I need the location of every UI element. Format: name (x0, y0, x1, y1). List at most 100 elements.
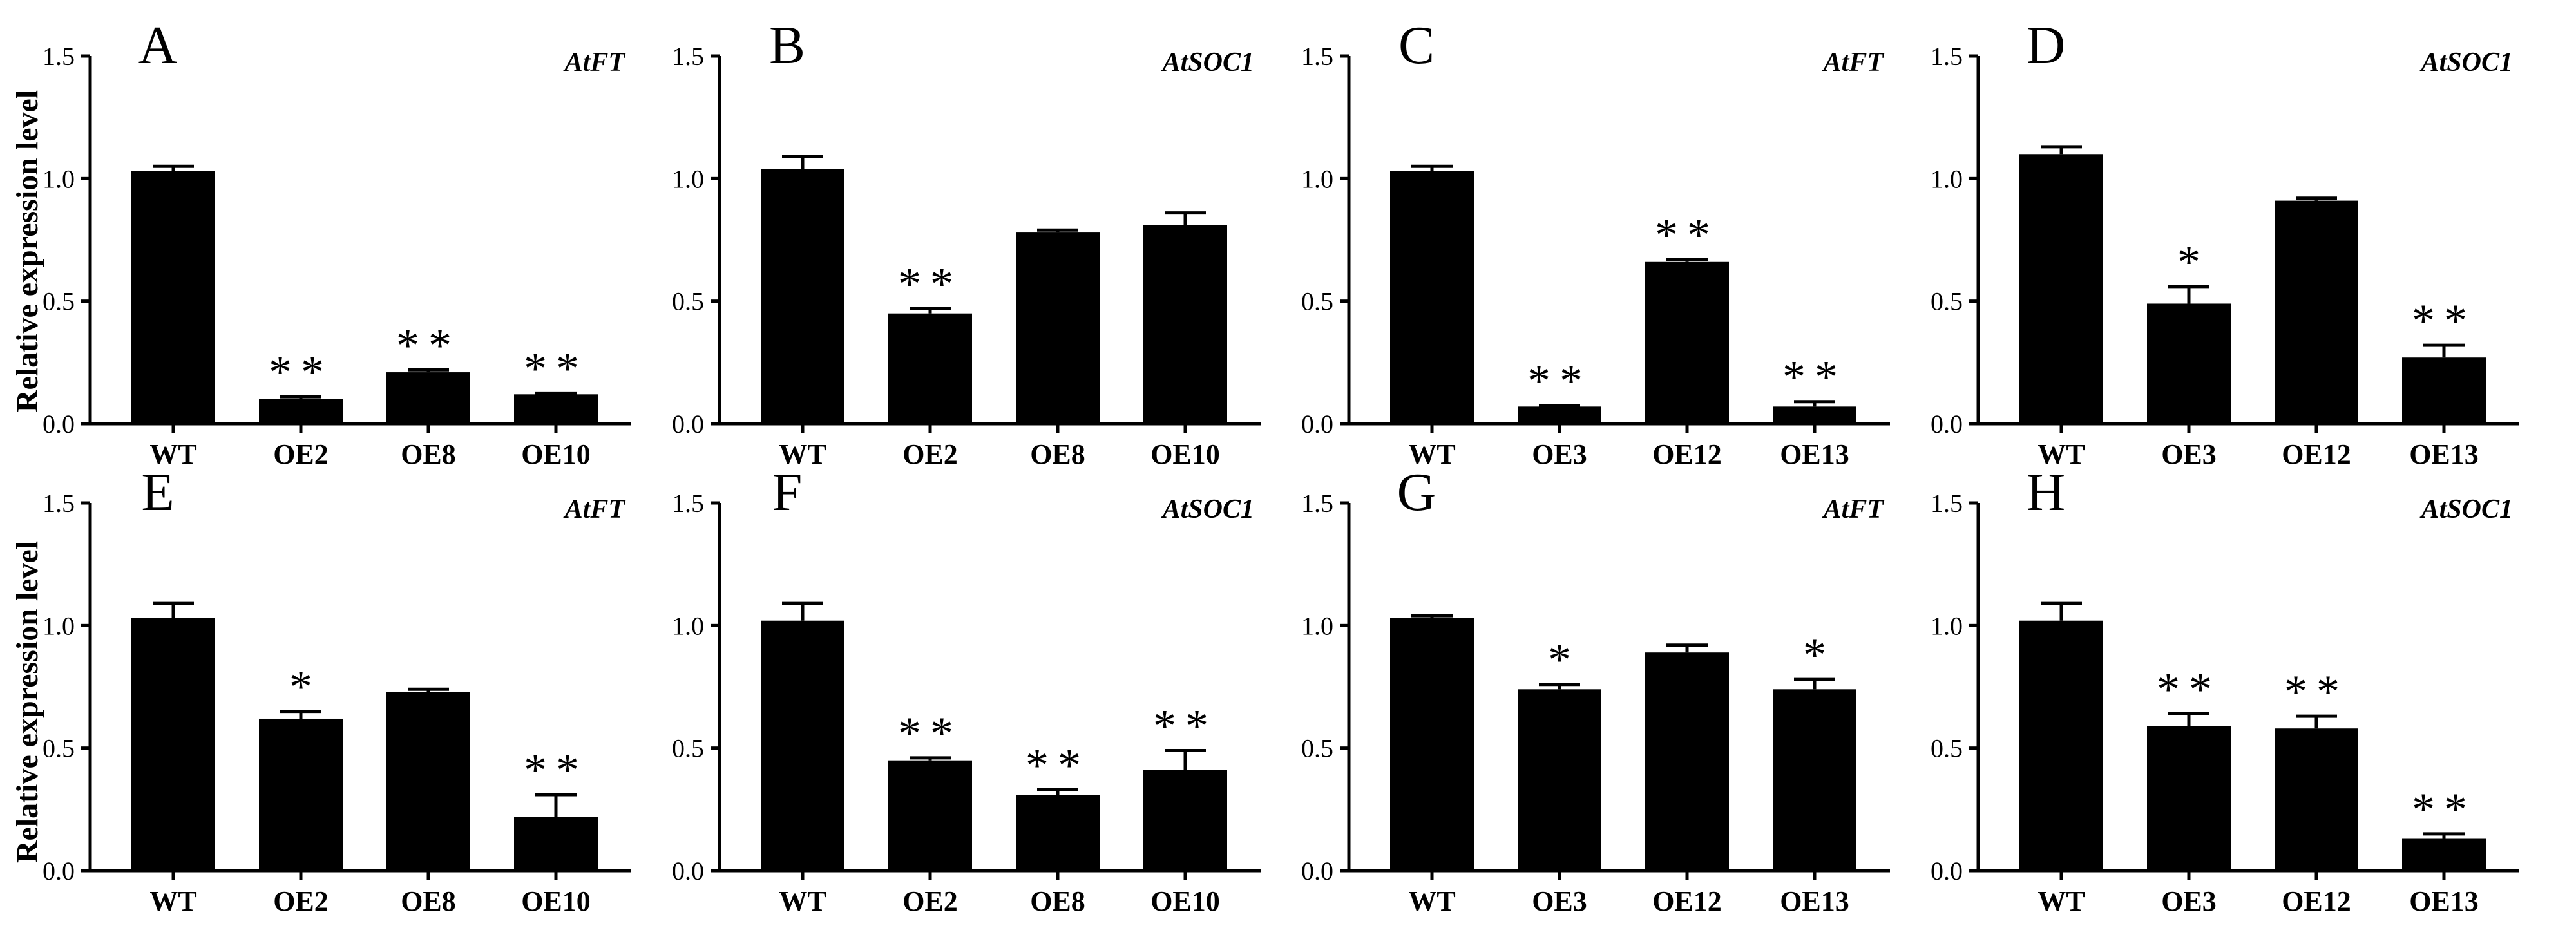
significance-mark: * (289, 661, 312, 713)
category-label: OE2 (902, 439, 958, 470)
y-tick-label: 1.5 (43, 489, 75, 518)
category-label: WT (149, 439, 196, 470)
y-tick-label: 1.5 (1931, 489, 1963, 518)
significance-mark: ** (2284, 666, 2349, 717)
bar (1143, 770, 1227, 871)
significance-mark: ** (1655, 209, 1719, 261)
bar (514, 817, 598, 871)
category-label: OE12 (1652, 439, 1722, 470)
chart-panels: 0.00.51.01.5WT OE2**OE8**OE10**A AtFT0.00.… (43, 15, 2519, 917)
y-tick-label: 1.5 (672, 42, 704, 71)
bar (2275, 200, 2358, 424)
panel-c: 0.0 0.5 1.0 1.5 WT OE3 ** OE12 ** OE13 ** C AtFT (1301, 15, 1890, 470)
gene-label: AtSOC1 (2419, 48, 2513, 77)
category-label: OE10 (1150, 885, 1220, 917)
y-tick-label: 1.0 (1301, 611, 1333, 640)
y-tick-label: 1.5 (43, 42, 75, 71)
significance-mark: ** (1527, 355, 1592, 406)
significance-mark: ** (2412, 295, 2476, 346)
category-label: WT (2037, 439, 2085, 470)
category-label: OE8 (1030, 439, 1085, 470)
y-axis-label-bottom: Relative expression level (10, 541, 44, 863)
category-label: OE8 (401, 439, 456, 470)
bar (1518, 689, 1601, 871)
y-tick-label: 1.0 (672, 611, 704, 640)
category-label: WT (779, 885, 826, 917)
y-tick-label: 0.0 (43, 410, 75, 439)
bar (2402, 838, 2486, 871)
bar (1016, 794, 1100, 871)
gene-label: AtSOC1 (2419, 495, 2513, 524)
bar (1016, 232, 1100, 424)
y-tick-label: 0.0 (43, 857, 75, 885)
panel-d: 0.0 0.5 1.0 1.5 WT OE3 * OE12 OE13 ** D AtSOC1 (1931, 15, 2519, 470)
significance-mark: * (1548, 634, 1571, 686)
panel-label: H (2027, 462, 2066, 522)
y-tick-label: 1.5 (1931, 42, 1963, 71)
bar (1645, 261, 1729, 424)
panel-label: B (769, 15, 805, 75)
panel-label: A (138, 15, 178, 75)
bar (1390, 618, 1474, 871)
y-tick-label: 0.5 (1931, 287, 1963, 316)
significance-mark: ** (2157, 663, 2221, 715)
y-tick-label: 1.0 (43, 164, 75, 193)
gene-label: AtFT (563, 495, 627, 524)
category-label: OE13 (1780, 439, 1849, 470)
bar (888, 313, 972, 424)
bar (131, 618, 215, 871)
panel-e: 0.0 0.5 1.0 1.5 WT OE2 * OE8 OE10 ** E AtFT (43, 462, 631, 917)
panel-label: E (141, 462, 174, 522)
bar (1773, 689, 1856, 871)
significance-mark: ** (269, 346, 333, 398)
bar (2019, 620, 2103, 871)
category-label: OE3 (2161, 439, 2217, 470)
bar (1645, 652, 1729, 871)
significance-mark: ** (524, 744, 588, 796)
y-tick-label: 1.5 (1301, 42, 1333, 71)
y-axis-label-top: Relative expression level (10, 90, 44, 412)
bar (1773, 406, 1856, 424)
y-tick-label: 0.5 (1301, 287, 1333, 316)
significance-mark: ** (1782, 352, 1847, 403)
bar (514, 394, 598, 424)
y-tick-label: 0.5 (672, 734, 704, 763)
bar (2402, 357, 2486, 424)
bar (259, 718, 343, 871)
category-label: OE2 (273, 439, 329, 470)
significance-mark: ** (396, 319, 461, 371)
gene-label: AtSOC1 (1161, 495, 1254, 524)
category-label: OE8 (1030, 885, 1085, 917)
y-tick-label: 0.0 (1931, 857, 1963, 885)
significance-mark: ** (2412, 784, 2476, 835)
category-label: OE13 (2409, 885, 2479, 917)
y-tick-label: 0.5 (1931, 734, 1963, 763)
bar (2147, 726, 2231, 871)
panel-g: 0.0 0.5 1.0 1.5 WT OE3 * OE12 OE13 * G AtFT (1301, 462, 1890, 917)
y-tick-label: 0.0 (672, 857, 704, 885)
category-label: WT (149, 885, 196, 917)
category-label: OE10 (1150, 439, 1220, 470)
category-label: WT (779, 439, 826, 470)
y-tick-label: 0.5 (43, 287, 75, 316)
bar (2019, 154, 2103, 424)
category-label: OE3 (1532, 439, 1587, 470)
y-tick-label: 1.0 (1931, 164, 1963, 193)
bar (131, 171, 215, 424)
category-label: OE12 (2282, 439, 2351, 470)
gene-label: AtFT (1822, 495, 1885, 524)
gene-label: AtFT (1822, 48, 1885, 77)
category-label: WT (1408, 885, 1455, 917)
panel-label: G (1397, 462, 1436, 522)
gene-label: AtFT (563, 48, 627, 77)
y-tick-label: 0.0 (1301, 410, 1333, 439)
category-label: OE3 (2161, 885, 2217, 917)
bar (386, 372, 470, 424)
category-label: OE12 (2282, 885, 2351, 917)
bar (761, 169, 844, 424)
panel-b: 0.0 0.5 1.0 1.5 WT OE2 ** OE8 OE10 B AtSOC1 (672, 15, 1261, 470)
bar (386, 692, 470, 871)
panel-label: F (772, 462, 803, 522)
y-tick-label: 1.0 (1931, 611, 1963, 640)
